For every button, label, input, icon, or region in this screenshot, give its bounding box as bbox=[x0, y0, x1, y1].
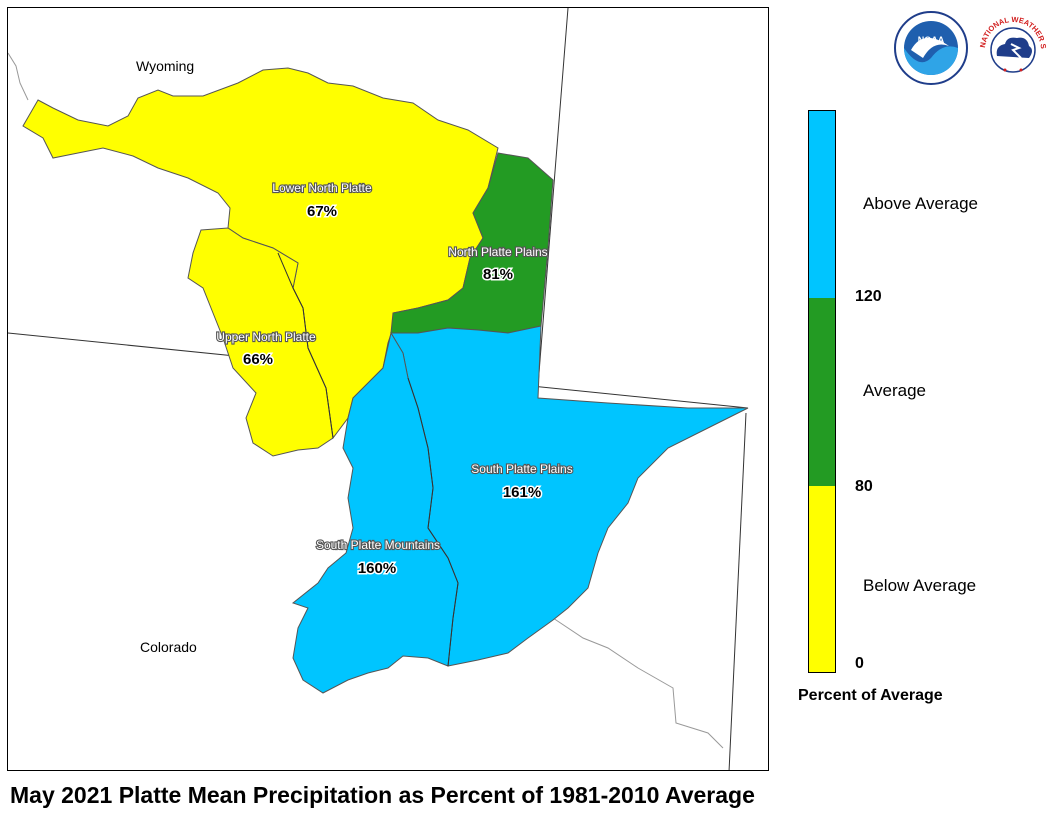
legend-swatch-below-average bbox=[809, 486, 835, 672]
region-upper-north-platte[interactable] bbox=[187, 227, 334, 457]
region-name-upper-north-platte: Upper North Platte bbox=[216, 330, 316, 344]
region-value-upper-north-platte: 66% bbox=[243, 351, 273, 368]
legend-swatch-above-average bbox=[809, 111, 835, 298]
noaa-logo-text: NOAA bbox=[918, 35, 945, 45]
state-label-colorado: Colorado bbox=[140, 639, 197, 655]
noaa-logo-icon: NOAA bbox=[894, 11, 968, 85]
region-value-south-platte-plains: 161% bbox=[503, 484, 541, 501]
region-value-south-platte-mountains: 160% bbox=[358, 560, 396, 577]
legend-label-below-average: Below Average bbox=[863, 576, 977, 595]
legend-tick-80: 80 bbox=[855, 478, 873, 495]
upper-north-platte-divider bbox=[277, 252, 334, 439]
page-title: May 2021 Platte Mean Precipitation as Pe… bbox=[10, 782, 755, 808]
subbasin-dividers bbox=[277, 252, 459, 667]
legend-title: Percent of Average bbox=[798, 687, 943, 704]
basin-outline-southeast bbox=[552, 617, 724, 749]
basin-outline-west bbox=[8, 52, 29, 101]
map-frame: Wyoming Colorado Lower North Platte 67% … bbox=[7, 7, 769, 771]
region-name-north-platte-plains: North Platte Plains bbox=[448, 245, 547, 259]
nebraska-border-south bbox=[728, 412, 747, 770]
legend-tick-120: 120 bbox=[855, 288, 882, 305]
nebraska-border-north bbox=[536, 8, 569, 399]
state-label-wyoming: Wyoming bbox=[136, 58, 194, 74]
river-boundaries bbox=[8, 52, 724, 749]
map-canvas: Wyoming Colorado Lower North Platte 67% … bbox=[8, 8, 749, 770]
legend-tick-0: 0 bbox=[855, 655, 864, 672]
region-name-lower-north-platte: Lower North Platte bbox=[272, 181, 372, 195]
south-platte-divider bbox=[407, 377, 459, 667]
legend-swatch-average bbox=[809, 298, 835, 486]
region-value-lower-north-platte: 67% bbox=[307, 203, 337, 220]
region-name-south-platte-plains: South Platte Plains bbox=[471, 462, 572, 476]
legend-label-above-average: Above Average bbox=[863, 194, 978, 213]
region-value-north-platte-plains: 81% bbox=[483, 266, 513, 283]
legend-color-bar bbox=[808, 110, 836, 673]
nws-logo-icon: NATIONAL WEATHER SERVICE bbox=[975, 8, 1048, 83]
region-name-south-platte-mountains: South Platte Mountains bbox=[316, 538, 440, 552]
legend-label-average: Average bbox=[863, 381, 927, 400]
